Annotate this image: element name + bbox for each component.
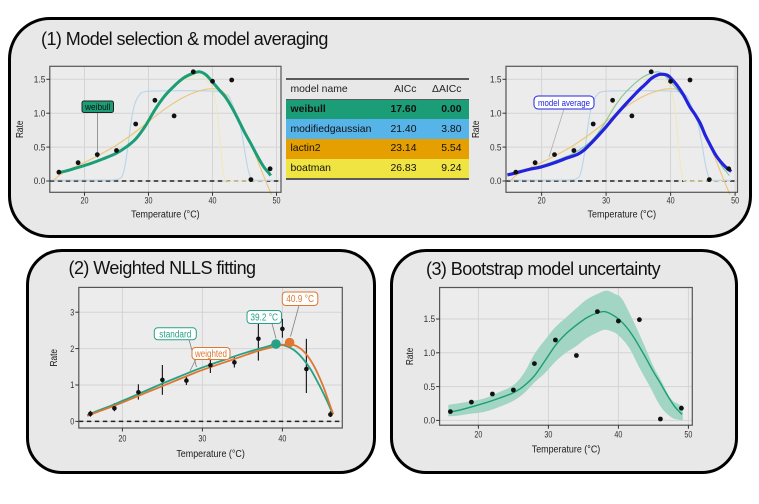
- svg-text:0.5: 0.5: [424, 382, 436, 392]
- svg-text:standard: standard: [159, 329, 191, 340]
- svg-text:0.5: 0.5: [490, 142, 502, 152]
- svg-text:1.0: 1.0: [34, 108, 46, 118]
- svg-text:0.5: 0.5: [34, 142, 46, 152]
- svg-text:50: 50: [731, 196, 739, 206]
- svg-text:20: 20: [538, 196, 546, 206]
- svg-text:40: 40: [278, 434, 286, 444]
- svg-text:Rate: Rate: [471, 120, 482, 138]
- svg-text:Temperature (°C): Temperature (°C): [588, 209, 657, 220]
- svg-text:2: 2: [70, 344, 74, 354]
- svg-text:Temperature (°C): Temperature (°C): [131, 209, 200, 220]
- svg-text:0.0: 0.0: [34, 176, 46, 186]
- svg-text:weibull: weibull: [84, 102, 110, 112]
- svg-text:30: 30: [544, 430, 552, 440]
- svg-text:40: 40: [209, 196, 217, 206]
- svg-text:1.5: 1.5: [490, 75, 502, 85]
- svg-text:40.9 °C: 40.9 °C: [286, 294, 314, 305]
- svg-text:50: 50: [273, 196, 281, 206]
- svg-text:20: 20: [118, 434, 126, 444]
- svg-text:30: 30: [198, 434, 206, 444]
- svg-text:40: 40: [667, 196, 675, 206]
- svg-text:1: 1: [70, 380, 74, 390]
- svg-text:3: 3: [70, 307, 74, 317]
- svg-text:0.0: 0.0: [490, 176, 502, 186]
- svg-text:30: 30: [602, 196, 610, 206]
- svg-text:0: 0: [70, 417, 74, 427]
- svg-text:30: 30: [145, 196, 153, 206]
- svg-text:model average: model average: [538, 98, 590, 108]
- svg-text:50: 50: [684, 430, 692, 440]
- svg-text:Temperature (°C): Temperature (°C): [532, 445, 601, 456]
- svg-text:39.2 °C: 39.2 °C: [250, 313, 278, 324]
- svg-text:weighted: weighted: [194, 349, 227, 360]
- svg-text:Rate: Rate: [405, 347, 416, 365]
- svg-text:Rate: Rate: [15, 120, 26, 138]
- svg-text:0.0: 0.0: [424, 416, 436, 426]
- svg-text:1.5: 1.5: [424, 314, 436, 324]
- svg-text:Temperature (°C): Temperature (°C): [176, 449, 245, 460]
- svg-text:20: 20: [81, 196, 89, 206]
- svg-text:20: 20: [474, 430, 482, 440]
- svg-text:40: 40: [614, 430, 622, 440]
- svg-text:1.5: 1.5: [34, 75, 46, 85]
- svg-text:1.0: 1.0: [424, 348, 436, 358]
- svg-text:1.0: 1.0: [490, 108, 502, 118]
- svg-text:Rate: Rate: [49, 348, 60, 366]
